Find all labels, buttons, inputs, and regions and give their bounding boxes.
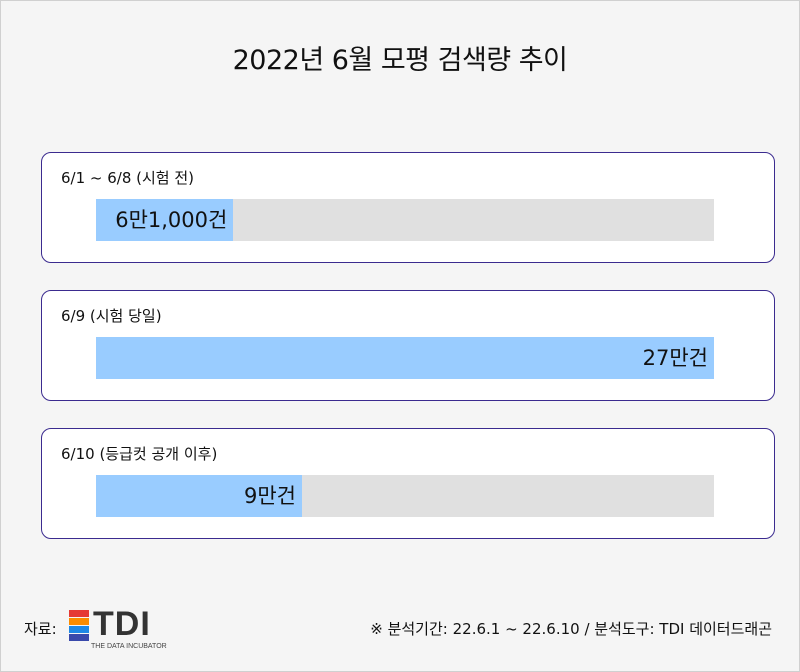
chart-title: 2022년 6월 모평 검색량 추이 <box>232 45 568 76</box>
tdi-logo: TDI THE DATA INCUBATOR <box>69 605 169 653</box>
source-label: 자료: <box>24 620 57 638</box>
data-label: 6만1,000건 <box>115 208 228 232</box>
category-label: 6/9 (시험 당일) <box>61 307 162 325</box>
data-label: 9만건 <box>243 484 296 508</box>
category-label: 6/10 (등급컷 공개 이후) <box>61 445 218 463</box>
bar-track: 6만1,000건 <box>96 199 714 241</box>
bar-track: 9만건 <box>96 475 714 517</box>
logo-subtext: THE DATA INCUBATOR <box>91 643 167 650</box>
bar: 27만건 <box>96 337 714 379</box>
logo-bars-icon <box>69 610 89 642</box>
bar-card: 6/1 ~ 6/8 (시험 전) 6만1,000건 <box>41 152 775 263</box>
data-label: 27만건 <box>642 346 708 370</box>
bar-card: 6/10 (등급컷 공개 이후) 9만건 <box>41 428 775 539</box>
bar-track: 27만건 <box>96 337 714 379</box>
bar: 9만건 <box>96 475 302 517</box>
analysis-note: ※ 분석기간: 22.6.1 ~ 22.6.10 / 분석도구: TDI 데이터… <box>370 620 772 638</box>
category-label: 6/1 ~ 6/8 (시험 전) <box>61 169 195 187</box>
bar: 6만1,000건 <box>96 199 234 241</box>
logo-text: TDI <box>93 605 151 643</box>
bar-card: 6/9 (시험 당일) 27만건 <box>41 290 775 401</box>
